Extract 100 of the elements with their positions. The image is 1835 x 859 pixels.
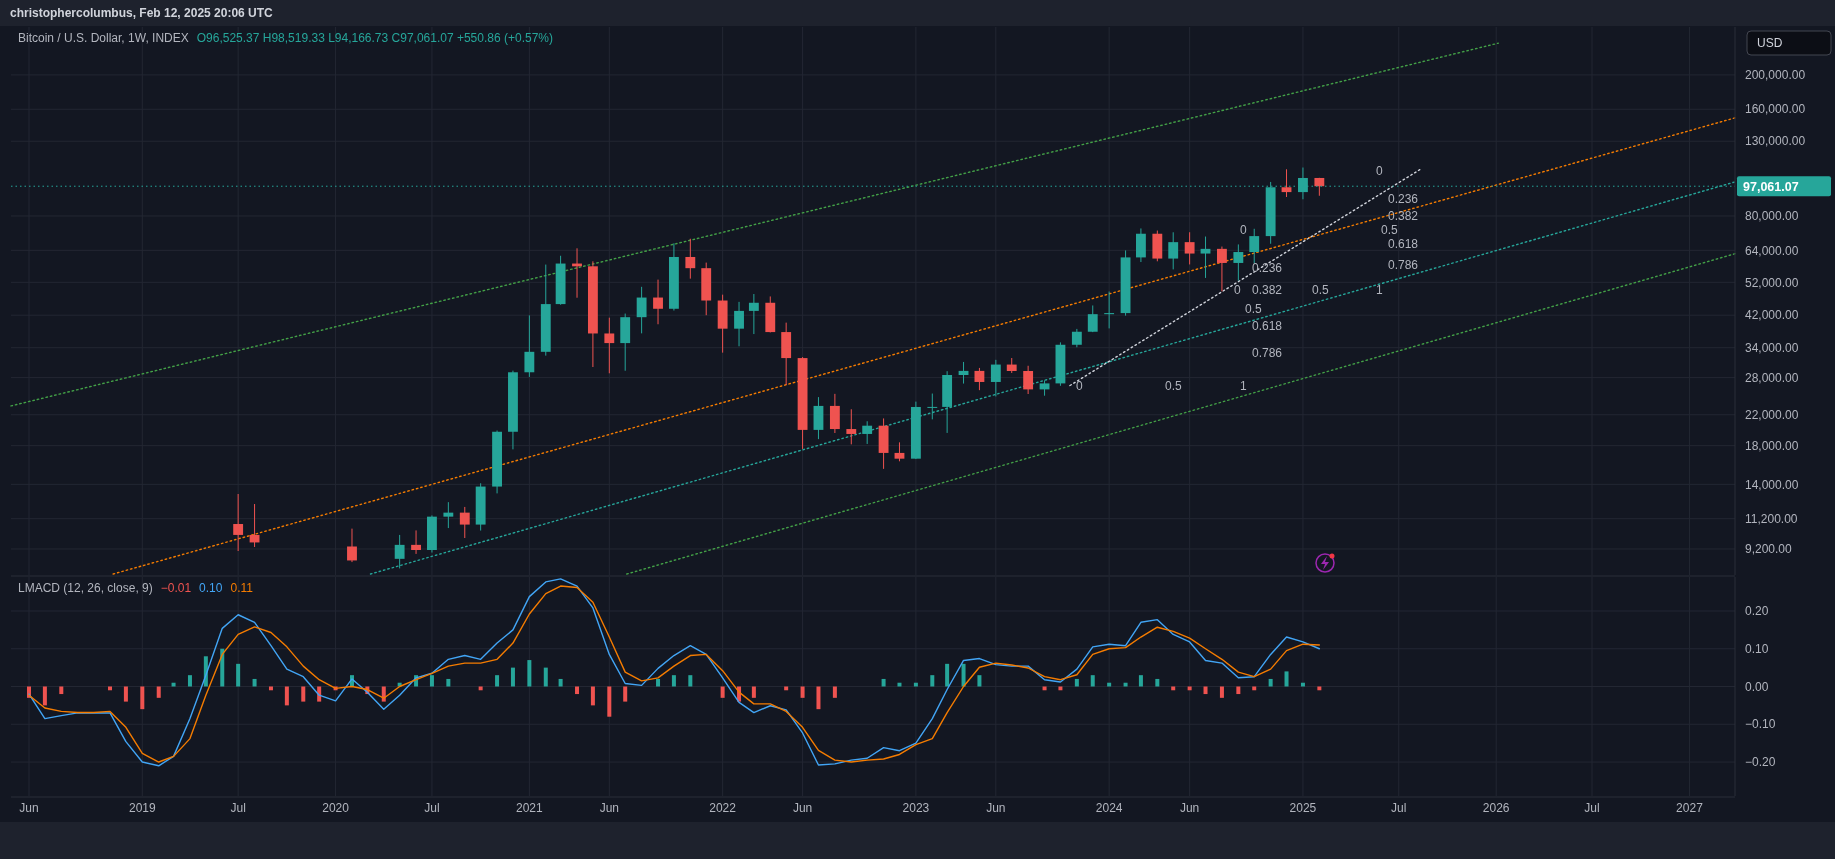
annotation: 0.236 (1252, 261, 1283, 276)
y-tick-label: 0.20 (1745, 604, 1769, 619)
bar (123, 686, 128, 702)
bar (720, 686, 725, 698)
bar (543, 667, 548, 687)
candlestick (1249, 228, 1260, 264)
candlestick (990, 359, 1001, 397)
candlestick (653, 279, 663, 325)
bar (42, 686, 47, 706)
x-tick-label: 2023 (902, 801, 930, 815)
candlestick (636, 286, 647, 334)
bar (1123, 682, 1128, 687)
bar (1107, 682, 1112, 687)
bar (1203, 686, 1208, 695)
y-tick-label: 14,000.00 (1745, 477, 1799, 492)
bar (171, 682, 176, 687)
bar (656, 678, 661, 687)
annotation: 0.10 (199, 581, 223, 595)
y-tick-label: −0.20 (1745, 755, 1776, 770)
y-tick-label: 200,000.00 (1745, 68, 1806, 83)
bar (977, 675, 982, 687)
bar (429, 675, 434, 687)
bar (688, 675, 693, 687)
candlestick (846, 408, 857, 445)
y-tick-label: 9,200.00 (1745, 542, 1793, 557)
bar (930, 675, 935, 687)
x-tick-label: Jun (19, 801, 39, 815)
candlestick (1168, 231, 1179, 270)
x-tick-label: Jun (1179, 801, 1200, 815)
candlestick (1233, 243, 1244, 282)
bar (1236, 686, 1241, 695)
annotation: 0.786 (1252, 346, 1283, 361)
annotation: 0.382 (1252, 283, 1283, 298)
bar (897, 682, 902, 687)
bar (156, 686, 161, 698)
bar (510, 667, 515, 687)
bar (575, 686, 580, 695)
bar (913, 682, 918, 687)
x-tick-label: 2021 (516, 801, 544, 815)
annotation: 0.618 (1252, 319, 1283, 334)
annotation: 0.236 (1388, 192, 1419, 207)
y-tick-label: 34,000.00 (1745, 340, 1799, 355)
candlestick (1023, 365, 1034, 395)
candlestick (685, 238, 696, 280)
annotation: 0.5 (1165, 379, 1183, 394)
y-tick-label: 11,200.00 (1745, 511, 1798, 526)
bar (1268, 678, 1273, 687)
bar (317, 686, 322, 702)
bar (961, 663, 966, 687)
y-tick-label: −0.10 (1745, 717, 1776, 732)
y-axis-title: USD (1757, 36, 1783, 50)
annotation: 0.5 (1312, 283, 1330, 298)
x-tick-label: Jul (1584, 801, 1600, 815)
x-tick-label: Jul (424, 801, 440, 815)
bar (1284, 671, 1289, 687)
candlestick (927, 393, 938, 420)
bar (1300, 682, 1305, 687)
y-tick-label: 0.00 (1745, 679, 1769, 694)
bar (1090, 675, 1095, 687)
candlestick (459, 506, 470, 539)
bar (945, 663, 950, 687)
x-tick-label: Jun (986, 801, 1006, 815)
annotation: 0 (1076, 379, 1083, 394)
candlestick (524, 314, 535, 378)
candlestick (1071, 328, 1082, 348)
x-tick-label: 2027 (1676, 801, 1704, 815)
bar (252, 678, 257, 687)
candlestick (748, 293, 759, 335)
annotation: 0 (1240, 223, 1247, 238)
chart-title: LMACD (12, 26, close, 9) (18, 581, 153, 595)
annotation: 0.618 (1388, 237, 1419, 252)
annotation: 0.786 (1388, 258, 1419, 273)
x-tick-label: 2020 (322, 801, 350, 815)
x-tick-label: Jul (1391, 801, 1407, 815)
candlestick (1281, 168, 1292, 198)
bar (236, 663, 241, 687)
bar (623, 686, 628, 702)
candlestick (894, 441, 905, 462)
annotation: 0.5 (1381, 223, 1399, 238)
y-tick-label: 0.10 (1745, 641, 1769, 656)
candlestick (1087, 304, 1098, 333)
candlestick (813, 396, 824, 440)
y-tick-label: 64,000.00 (1745, 243, 1799, 258)
bar (590, 686, 595, 706)
bar (284, 686, 289, 706)
y-tick-label: 130,000.00 (1745, 134, 1806, 149)
candlestick (1200, 236, 1211, 279)
x-tick-label: 2019 (128, 801, 156, 815)
bar (220, 648, 225, 687)
bar (446, 678, 451, 687)
bar (140, 686, 145, 710)
candlestick (1104, 291, 1115, 329)
bar (1074, 678, 1079, 687)
x-tick-label: Jun (792, 801, 813, 815)
x-tick-label: 2022 (709, 801, 737, 815)
bar (832, 686, 837, 698)
y-tick-label: 160,000.00 (1745, 102, 1806, 117)
annotation: 0.11 (230, 581, 254, 595)
candlestick (443, 501, 454, 529)
bar (187, 675, 192, 687)
